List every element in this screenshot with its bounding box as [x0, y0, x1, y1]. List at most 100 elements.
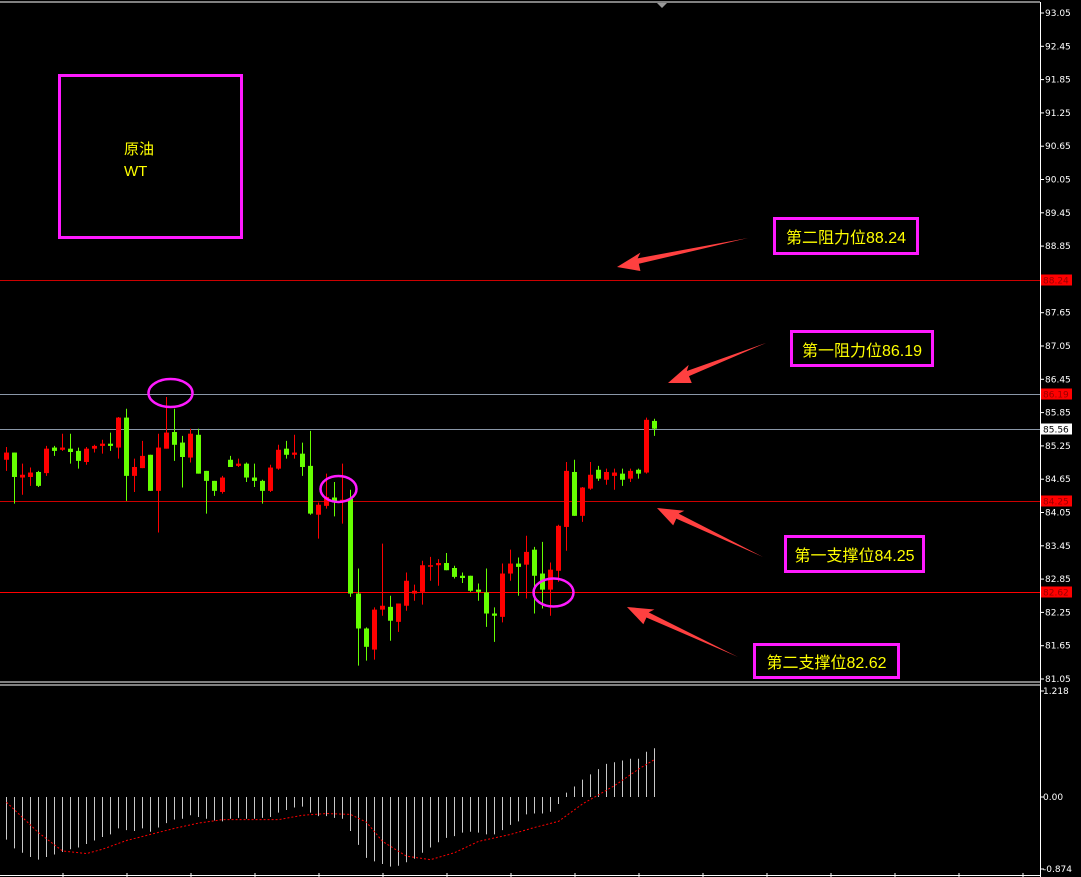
- candle: [172, 408, 177, 461]
- candle-body: [620, 473, 625, 480]
- candle-body: [428, 565, 433, 567]
- price-tick-label: 92.45: [1045, 42, 1071, 52]
- candle: [516, 557, 521, 596]
- candle-body: [68, 448, 73, 453]
- candle: [588, 461, 593, 490]
- candle: [564, 461, 569, 551]
- candle: [556, 524, 561, 582]
- candle-body: [180, 442, 185, 457]
- candle: [300, 442, 305, 476]
- candle: [124, 408, 129, 501]
- macd-tick-label: -0.874: [1043, 865, 1072, 875]
- candle: [100, 439, 105, 454]
- candle: [276, 444, 281, 470]
- candle-body: [172, 432, 177, 445]
- candle-body: [388, 606, 393, 621]
- candle-body: [228, 459, 233, 467]
- candle: [508, 549, 513, 581]
- candle-body: [260, 480, 265, 491]
- support-1-label: 第一支撑位84.25: [784, 535, 925, 573]
- candle: [540, 541, 545, 609]
- candle-body: [412, 590, 417, 594]
- candle: [180, 435, 185, 488]
- candle-body: [92, 445, 97, 449]
- candle-body: [636, 469, 641, 474]
- shift-marker-icon[interactable]: [657, 3, 667, 8]
- candle: [84, 447, 89, 465]
- arrow-icon: [668, 343, 766, 384]
- candle-body: [124, 417, 129, 476]
- candle-body: [84, 448, 89, 462]
- candle-body: [516, 563, 521, 567]
- candle-body: [204, 470, 209, 481]
- level-price-tag: [1041, 274, 1072, 286]
- candle: [340, 463, 345, 524]
- level-price-tag-label: 85.56: [1043, 426, 1069, 436]
- candle: [308, 430, 313, 515]
- candle: [20, 463, 25, 495]
- candle: [452, 565, 457, 579]
- instrument-label: 原油 WT: [124, 139, 154, 183]
- candle: [636, 468, 641, 479]
- candle: [76, 447, 81, 469]
- price-tick-label: 90.65: [1045, 142, 1071, 152]
- candle-body: [580, 487, 585, 516]
- price-tick-label: 82.25: [1045, 608, 1071, 618]
- candle: [604, 468, 609, 485]
- candle: [388, 595, 393, 641]
- candle-body: [316, 504, 321, 515]
- price-tick-label: 81.05: [1045, 675, 1071, 685]
- instrument-name: 原油: [124, 141, 155, 158]
- level-price-tag: [1041, 388, 1072, 400]
- candle: [36, 470, 41, 487]
- price-tick-label: 86.45: [1045, 375, 1071, 385]
- candle: [196, 428, 201, 474]
- candle: [108, 432, 113, 451]
- candle: [596, 465, 601, 481]
- candle-body: [164, 432, 169, 449]
- candle: [204, 470, 209, 514]
- candle-body: [156, 447, 161, 491]
- candle-body: [236, 463, 241, 466]
- level-price-tag-label: 86.19: [1043, 391, 1069, 401]
- candle: [500, 563, 505, 623]
- chart-frame: [0, 1, 1041, 877]
- price-tick-label: 85.85: [1045, 409, 1071, 419]
- candle-body: [524, 551, 529, 565]
- macd-signal-line: [6, 759, 655, 861]
- annotations: [147, 238, 766, 657]
- candle: [12, 452, 17, 504]
- candle-body: [132, 466, 137, 476]
- resistance-1-label: 第一阻力位86.19: [790, 330, 934, 367]
- candle-body: [348, 498, 353, 594]
- candle-body: [484, 592, 489, 614]
- candle: [228, 455, 233, 467]
- level-price-tag-label: 88.24: [1043, 277, 1069, 287]
- candle-body: [220, 477, 225, 492]
- candle: [244, 462, 249, 482]
- candle-body: [612, 472, 617, 476]
- candle: [404, 572, 409, 611]
- candle: [612, 468, 617, 490]
- price-tick-label: 91.85: [1045, 76, 1071, 86]
- candle-body: [60, 447, 65, 450]
- candle: [364, 627, 369, 661]
- candle: [460, 572, 465, 583]
- level-price-tag: [1041, 495, 1072, 507]
- candle: [412, 584, 417, 601]
- candle-body: [364, 628, 369, 647]
- price-tick-label: 82.85: [1045, 575, 1071, 585]
- candle: [28, 467, 33, 486]
- candle-body: [404, 580, 409, 606]
- arrow-icon: [617, 238, 748, 272]
- candle-body: [36, 471, 41, 486]
- candles: [4, 397, 657, 666]
- candle: [140, 440, 145, 469]
- price-axis: 93.05 92.45 91.85 91.25 90.65 90.05 89.45 88.85…: [1040, 9, 1072, 875]
- instrument-box: [58, 74, 243, 239]
- candle-body: [588, 474, 593, 489]
- candle-body: [396, 603, 401, 622]
- candle-body: [268, 467, 273, 491]
- candle: [436, 559, 441, 586]
